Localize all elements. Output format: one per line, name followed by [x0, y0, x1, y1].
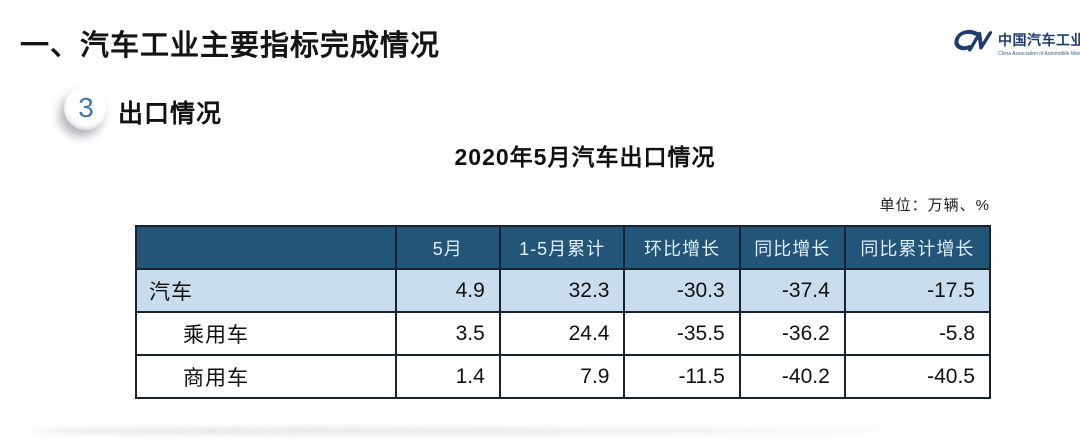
header-cell-yoy-cum-growth: 同比累计增长 — [843, 225, 992, 270]
cell-yoy-cum-growth: -5.8 — [843, 311, 992, 356]
table-row-passenger-vehicles: 乘用车 3.5 24.4 -35.5 -36.2 -5.8 — [135, 311, 992, 356]
page-bottom-shadow — [30, 427, 960, 435]
export-data-table: 5月 1-5月累计 环比增长 同比增长 同比累计增长 汽车 4.9 32.3 -… — [135, 225, 992, 399]
cell-may: 1.4 — [394, 354, 501, 399]
row-label: 商用车 — [135, 354, 397, 399]
caam-logo: 中国汽车工业协会 China Association of Automobile… — [952, 22, 1080, 64]
cell-yoy-cum-growth: -17.5 — [843, 268, 992, 313]
header-cell-cumulative: 1-5月累计 — [498, 225, 626, 270]
section-number-badge: 3 — [64, 86, 108, 130]
subsection-title: 出口情况 — [118, 100, 223, 128]
cell-yoy-cum-growth: -40.5 — [843, 354, 992, 399]
header-cell-may: 5月 — [394, 225, 501, 270]
cell-cumulative: 32.3 — [498, 268, 626, 313]
table-header-row: 5月 1-5月累计 环比增长 同比增长 同比累计增长 — [135, 225, 992, 270]
cell-yoy-growth: -40.2 — [738, 354, 846, 399]
header-cell-mom-growth: 环比增长 — [623, 225, 741, 270]
section-title: 一、汽车工业主要指标完成情况 — [20, 30, 441, 62]
caam-logo-cn-name: 中国汽车工业协会 — [998, 31, 1080, 48]
cell-may: 4.9 — [394, 268, 501, 313]
table-row-commercial-vehicles: 商用车 1.4 7.9 -11.5 -40.2 -40.5 — [135, 354, 992, 399]
cell-yoy-growth: -36.2 — [738, 311, 846, 356]
cell-yoy-growth: -37.4 — [738, 268, 846, 313]
cell-cumulative: 24.4 — [498, 311, 626, 356]
header-cell-label — [135, 225, 397, 270]
caam-logo-icon — [952, 26, 993, 61]
cell-mom-growth: -11.5 — [623, 354, 741, 399]
table-title: 2020年5月汽车出口情况 — [454, 144, 716, 170]
caam-logo-en-name: China Association of Automobile Manufact… — [998, 50, 1080, 57]
unit-label: 单位：万辆、% — [879, 197, 990, 214]
header-cell-yoy-growth: 同比增长 — [738, 225, 846, 270]
cell-mom-growth: -30.3 — [623, 268, 741, 313]
row-label: 汽车 — [135, 268, 397, 313]
cell-mom-growth: -35.5 — [623, 311, 741, 356]
table-row-total-vehicles: 汽车 4.9 32.3 -30.3 -37.4 -17.5 — [135, 268, 992, 313]
cell-cumulative: 7.9 — [498, 354, 626, 399]
caam-logo-text: 中国汽车工业协会 China Association of Automobile… — [998, 30, 1080, 57]
cell-may: 3.5 — [394, 311, 501, 356]
row-label: 乘用车 — [135, 311, 397, 356]
